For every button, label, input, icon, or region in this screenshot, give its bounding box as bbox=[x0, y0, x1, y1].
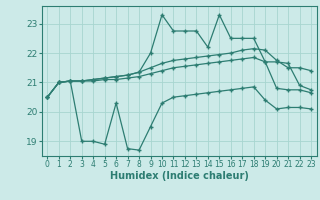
X-axis label: Humidex (Indice chaleur): Humidex (Indice chaleur) bbox=[110, 171, 249, 181]
